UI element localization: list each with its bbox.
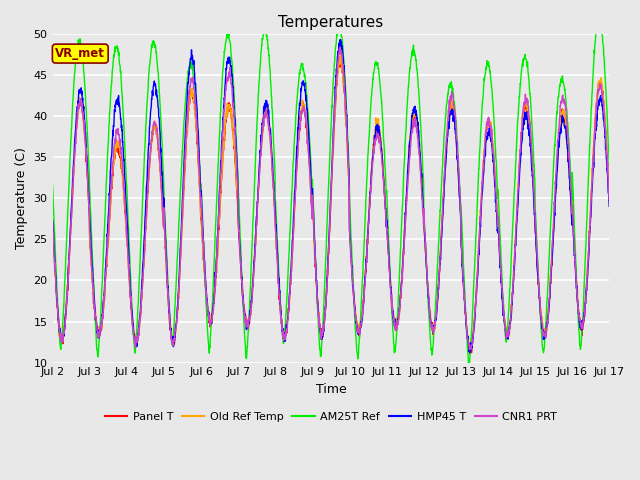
Old Ref Temp <box>605 195 613 201</box>
HMP45 T <box>557 126 564 132</box>
AM25T Ref <box>347 228 355 234</box>
HMP45 T <box>466 350 474 356</box>
Legend: Panel T, Old Ref Temp, AM25T Ref, HMP45 T, CNR1 PRT: Panel T, Old Ref Temp, AM25T Ref, HMP45 … <box>100 408 562 427</box>
Line: Panel T: Panel T <box>52 56 609 354</box>
CNR1 PRT <box>493 210 501 216</box>
Old Ref Temp <box>337 51 344 57</box>
Old Ref Temp <box>493 209 501 215</box>
Panel T <box>204 306 212 312</box>
Old Ref Temp <box>572 269 580 275</box>
Panel T <box>360 303 367 309</box>
Old Ref Temp <box>49 216 56 222</box>
AM25T Ref <box>556 83 564 89</box>
CNR1 PRT <box>605 197 613 203</box>
Old Ref Temp <box>360 297 367 302</box>
Line: HMP45 T: HMP45 T <box>52 39 609 353</box>
AM25T Ref <box>493 173 500 179</box>
AM25T Ref <box>595 13 602 19</box>
CNR1 PRT <box>49 219 56 225</box>
AM25T Ref <box>359 265 367 271</box>
X-axis label: Time: Time <box>316 383 346 396</box>
Old Ref Temp <box>204 307 212 312</box>
HMP45 T <box>605 204 613 209</box>
CNR1 PRT <box>466 347 474 352</box>
Panel T <box>605 197 613 203</box>
HMP45 T <box>360 304 367 310</box>
HMP45 T <box>204 306 212 312</box>
Panel T <box>466 351 474 357</box>
AM25T Ref <box>572 257 579 263</box>
Title: Temperatures: Temperatures <box>278 15 383 30</box>
HMP45 T <box>572 273 580 278</box>
CNR1 PRT <box>572 271 580 277</box>
Panel T <box>557 113 564 119</box>
Line: AM25T Ref: AM25T Ref <box>52 16 609 366</box>
HMP45 T <box>337 36 344 42</box>
CNR1 PRT <box>348 257 355 263</box>
HMP45 T <box>348 254 355 260</box>
HMP45 T <box>49 217 56 223</box>
Line: Old Ref Temp: Old Ref Temp <box>52 54 609 349</box>
CNR1 PRT <box>360 297 367 303</box>
AM25T Ref <box>465 363 473 369</box>
Panel T <box>493 215 501 220</box>
Text: VR_met: VR_met <box>55 47 105 60</box>
CNR1 PRT <box>557 104 564 109</box>
Panel T <box>572 271 580 277</box>
Panel T <box>49 217 56 223</box>
CNR1 PRT <box>204 303 212 309</box>
CNR1 PRT <box>337 44 344 50</box>
HMP45 T <box>493 218 501 224</box>
AM25T Ref <box>49 182 56 188</box>
Old Ref Temp <box>467 347 475 352</box>
AM25T Ref <box>605 163 613 169</box>
Panel T <box>348 251 355 257</box>
Y-axis label: Temperature (C): Temperature (C) <box>15 147 28 249</box>
AM25T Ref <box>204 331 212 337</box>
Line: CNR1 PRT: CNR1 PRT <box>52 47 609 349</box>
Old Ref Temp <box>557 121 564 127</box>
Old Ref Temp <box>348 253 355 259</box>
Panel T <box>337 53 344 59</box>
